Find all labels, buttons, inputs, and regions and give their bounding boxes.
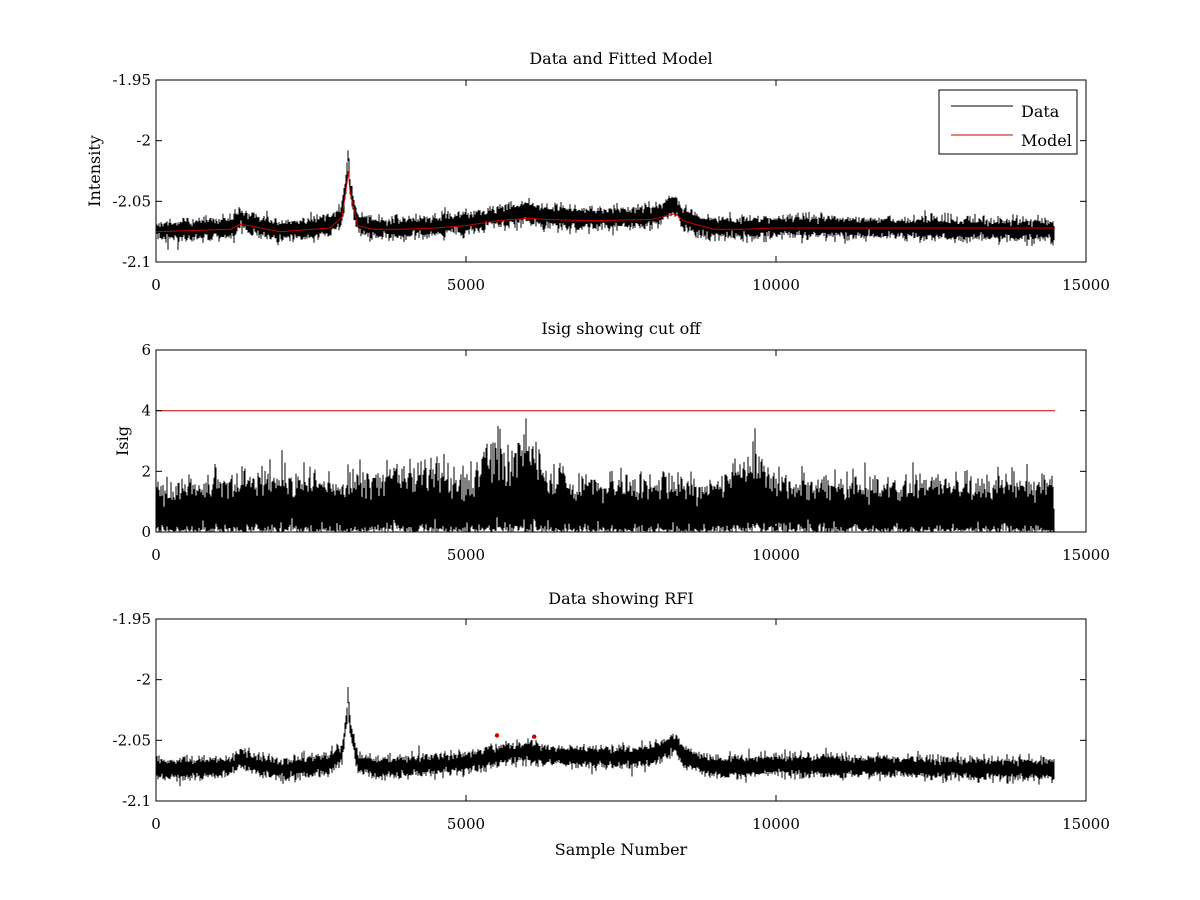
y-tick-label: -2 — [136, 132, 151, 150]
axes-box — [155, 349, 1087, 533]
rfi-marker — [532, 734, 537, 739]
rfi-marker — [494, 733, 500, 738]
x-tick-label: 0 — [151, 815, 161, 833]
y-tick-label: 6 — [141, 341, 151, 359]
axes-box — [155, 618, 1087, 802]
ticks-layer: 0 5000 10000 15000 -2.1 -2.05 -2 -1.95 — [113, 610, 1110, 833]
legend: Data Model — [938, 89, 1078, 155]
panel-data-and-fitted-model: Data and Fitted Model Intensity 0 5000 100… — [85, 49, 1110, 294]
series-isig — [155, 418, 1055, 532]
x-tick-label: 10000 — [752, 815, 800, 833]
ticks-layer: 0 5000 10000 15000 -2.1 -2.05 -2 -1.95 — [113, 71, 1110, 294]
x-tick-label: 10000 — [752, 276, 800, 294]
y-tick-label: 0 — [141, 523, 151, 541]
legend-data-label: Data — [1021, 102, 1060, 121]
legend-box — [938, 89, 1078, 155]
series-data — [155, 150, 1055, 251]
series-data — [155, 687, 1055, 787]
x-tick-label: 5000 — [447, 276, 485, 294]
axes-box — [155, 79, 1087, 263]
panel-title: Data and Fitted Model — [529, 49, 712, 68]
y-tick-label: 4 — [141, 402, 151, 420]
y-axis-label: Isig — [113, 426, 132, 456]
panel-title: Data showing RFI — [548, 589, 693, 608]
series-layer — [155, 687, 1055, 787]
y-tick-label: 2 — [141, 462, 151, 480]
panel-title: Isig showing cut off — [541, 319, 702, 338]
legend-model-label: Model — [1021, 131, 1072, 150]
y-tick-label: -2.1 — [122, 792, 151, 810]
x-tick-label: 15000 — [1062, 815, 1110, 833]
ticks-layer: 0 5000 10000 15000 0 2 4 6 — [141, 341, 1109, 564]
x-tick-label: 5000 — [447, 815, 485, 833]
x-axis-label: Sample Number — [555, 840, 688, 859]
x-tick-label: 15000 — [1062, 276, 1110, 294]
x-tick-label: 0 — [151, 546, 161, 564]
series-layer — [155, 150, 1055, 251]
y-tick-label: -2.05 — [113, 731, 151, 749]
x-tick-label: 0 — [151, 276, 161, 294]
series-model — [155, 170, 1055, 233]
x-tick-label: 10000 — [752, 546, 800, 564]
y-axis-label: Intensity — [85, 135, 104, 207]
panel-data-showing-rfi: Data showing RFI 0 5000 10000 15000 -2.1 -2.0… — [113, 589, 1110, 859]
series-layer — [155, 410, 1055, 532]
y-tick-label: -1.95 — [113, 610, 151, 628]
y-tick-label: -2.1 — [122, 253, 151, 271]
y-tick-label: -1.95 — [113, 71, 151, 89]
y-tick-label: -2 — [136, 671, 151, 689]
x-tick-label: 15000 — [1062, 546, 1110, 564]
x-tick-label: 5000 — [447, 546, 485, 564]
y-tick-label: -2.05 — [113, 192, 151, 210]
panel-isig-cut-off: Isig showing cut off Isig 0 5000 10000 1500… — [113, 319, 1110, 564]
